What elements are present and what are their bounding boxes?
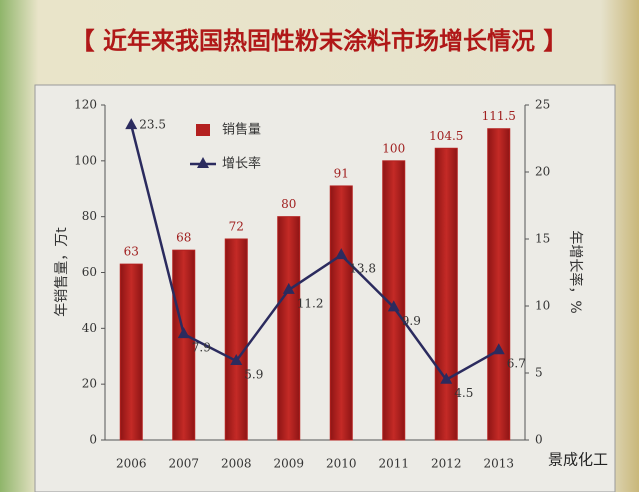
y-tick-label: 80 [82, 209, 97, 223]
bar [172, 249, 196, 441]
y2-tick-label: 5 [535, 366, 543, 380]
x-tick-label: 2007 [168, 457, 199, 471]
marker [492, 343, 505, 355]
y-tick-label: 0 [89, 433, 97, 447]
marker [440, 372, 453, 384]
legend-label: 销售量 [222, 122, 261, 138]
marker [282, 282, 295, 294]
marker [177, 327, 190, 339]
y-tick-label: 60 [82, 265, 97, 279]
bar-value-label: 111.5 [482, 109, 516, 123]
x-tick-label: 2006 [116, 457, 147, 471]
bar [434, 147, 458, 441]
line-value-label: 11.2 [297, 296, 324, 310]
y-tick-label: 120 [74, 98, 97, 112]
legend-label: 增长率 [222, 156, 261, 172]
watermark: 景成化工 [548, 451, 608, 469]
bar [119, 263, 143, 441]
y-tick-label: 40 [82, 321, 97, 335]
y-axis-label: 年销售量，万t [54, 227, 70, 317]
legend-swatch [196, 124, 210, 136]
legend-marker [197, 157, 209, 168]
x-tick-label: 2010 [326, 457, 357, 471]
y2-tick-label: 20 [535, 165, 550, 179]
line-value-label: 23.5 [139, 118, 166, 132]
bar-value-label: 104.5 [429, 129, 463, 143]
line-value-label: 13.8 [349, 262, 376, 276]
y-tick-label: 20 [82, 377, 97, 391]
line-value-label: 4.5 [454, 386, 473, 400]
line-value-label: 9.9 [402, 314, 421, 328]
line-value-label: 6.7 [507, 357, 526, 371]
bar-value-label: 72 [229, 220, 244, 234]
bar [277, 216, 301, 441]
marker [387, 300, 400, 312]
y-tick-label: 100 [74, 153, 97, 167]
bar [329, 185, 353, 441]
marker [335, 248, 348, 260]
line-value-label: 7.9 [192, 341, 211, 355]
line-value-label: 5.9 [244, 367, 263, 381]
bar [224, 238, 248, 441]
y2-tick-label: 10 [535, 299, 550, 313]
bar [487, 128, 511, 441]
marker [125, 118, 138, 130]
x-tick-label: 2011 [378, 457, 409, 471]
chart-title: 【 近年来我国热固性粉末涂料市场增长情况 】 [71, 27, 568, 55]
bar-value-label: 68 [176, 231, 191, 245]
x-tick-label: 2009 [273, 457, 304, 471]
bar-value-label: 80 [281, 197, 296, 211]
bar-value-label: 91 [334, 166, 349, 180]
y2-tick-label: 0 [535, 433, 543, 447]
x-tick-label: 2013 [483, 457, 514, 471]
y2-tick-label: 15 [535, 232, 550, 246]
bar-value-label: 100 [382, 141, 405, 155]
bar-value-label: 63 [124, 245, 139, 259]
marker [230, 353, 243, 365]
x-tick-label: 2008 [221, 457, 252, 471]
line [130, 124, 500, 382]
y2-tick-label: 25 [535, 98, 550, 112]
y2-axis-label: 年增长率，% [567, 230, 584, 313]
x-tick-label: 2012 [431, 457, 462, 471]
